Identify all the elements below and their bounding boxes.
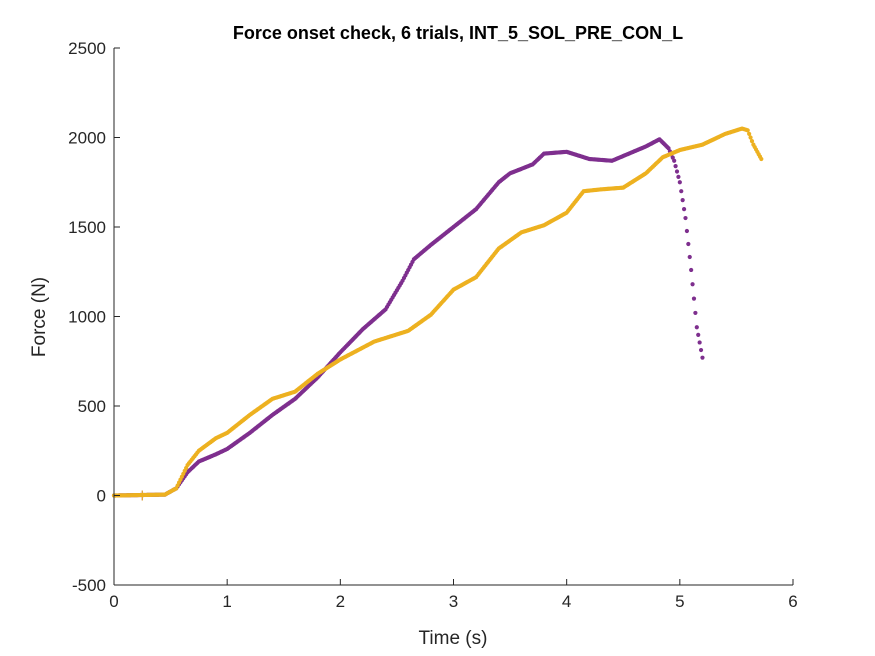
data-point — [691, 296, 697, 301]
data-point — [681, 207, 687, 212]
y-tick-label: 2500 — [68, 39, 106, 58]
data-point — [747, 131, 752, 137]
series-layer — [111, 126, 764, 501]
data-point — [679, 189, 684, 194]
series-2 — [111, 126, 764, 501]
data-point — [674, 169, 680, 174]
x-tick-label: 4 — [562, 592, 571, 611]
y-tick-label: 0 — [97, 487, 106, 506]
data-point — [677, 180, 682, 185]
data-point — [759, 156, 764, 162]
x-tick-label: 5 — [675, 592, 684, 611]
data-point — [745, 128, 750, 133]
data-point — [748, 135, 753, 140]
y-tick-label: 1500 — [68, 218, 106, 237]
data-point — [673, 164, 678, 169]
data-point — [683, 215, 688, 221]
y-tick-label: 500 — [78, 397, 106, 416]
data-point — [687, 254, 692, 260]
chart-title: Force onset check, 6 trials, INT_5_SOL_P… — [233, 23, 683, 43]
x-tick-label: 0 — [109, 592, 118, 611]
data-point — [700, 355, 705, 360]
x-tick-label: 3 — [449, 592, 458, 611]
data-point — [680, 198, 685, 203]
data-point — [686, 241, 691, 247]
x-tick-label: 6 — [788, 592, 797, 611]
data-point — [689, 267, 694, 273]
data-point — [666, 146, 671, 151]
data-point — [694, 325, 699, 330]
y-tick-label: 2000 — [68, 129, 106, 148]
data-point — [696, 332, 701, 337]
data-point — [749, 138, 755, 144]
x-axis-label: Time (s) — [419, 628, 488, 649]
data-point — [676, 174, 681, 179]
x-tick-label: 2 — [336, 592, 345, 611]
data-point — [697, 340, 702, 345]
data-point — [672, 158, 677, 163]
data-point — [690, 282, 695, 287]
y-tick-label: -500 — [72, 576, 106, 595]
data-point — [670, 155, 675, 160]
axes-background — [114, 48, 793, 585]
data-point — [693, 310, 698, 316]
y-tick-label: 1000 — [68, 308, 106, 327]
x-tick-label: 1 — [222, 592, 231, 611]
data-point — [684, 228, 690, 234]
y-axis-label: Force (N) — [29, 277, 50, 357]
data-point — [698, 347, 704, 353]
